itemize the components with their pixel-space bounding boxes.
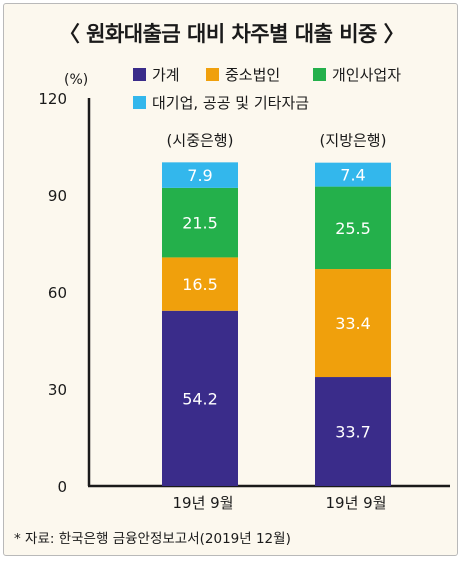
source-note: * 자료: 한국은행 금융안정보고서(2019년 12월) bbox=[14, 531, 291, 547]
bars bbox=[162, 162, 391, 486]
chart-title: 〈 원화대출금 대비 차주별 대출 비중 〉 bbox=[58, 22, 405, 46]
bar-segment bbox=[315, 269, 391, 378]
x-tick-label: 19년 9월 bbox=[173, 494, 234, 512]
legend-swatch-large-corp bbox=[133, 96, 146, 109]
legend-label-self-employed: 개인사업자 bbox=[332, 66, 402, 84]
bar-segment bbox=[162, 257, 238, 311]
y-tick-label: 120 bbox=[38, 90, 67, 108]
legend-label-large-corp: 대기업, 공공 및 기타자금 bbox=[152, 94, 310, 112]
y-tick-label: 90 bbox=[48, 187, 67, 205]
data-label: 16.5 bbox=[182, 275, 218, 294]
data-label: 25.5 bbox=[335, 219, 371, 238]
legend-item-self-employed: 개인사업자 bbox=[313, 64, 401, 85]
legend-label-sme: 중소법인 bbox=[225, 66, 281, 84]
data-label: 54.2 bbox=[182, 389, 218, 408]
legend-swatch-sme bbox=[206, 68, 219, 81]
x-tick-label: 19년 9월 bbox=[326, 494, 387, 512]
y-tick-label: 0 bbox=[57, 478, 67, 496]
legend-item-sme: 중소법인 bbox=[206, 64, 280, 85]
legend-swatch-household bbox=[133, 68, 146, 81]
bar-segment bbox=[315, 162, 391, 187]
legend-swatch-self-employed bbox=[313, 68, 326, 81]
axes: 0 30 60 90 120 bbox=[38, 90, 450, 496]
bar-segment bbox=[162, 187, 238, 258]
legend-item-household: 가계 bbox=[133, 64, 180, 85]
y-tick-label: 30 bbox=[48, 381, 67, 399]
data-label: 21.5 bbox=[182, 214, 218, 233]
labels: 54.2 16.5 21.5 7.9 (시중은행) 19년 9월 33.7 33.4 25.5 7… bbox=[167, 131, 387, 512]
data-label: 33.4 bbox=[335, 314, 371, 333]
legend-item-large-corp: 대기업, 공공 및 기타자금 bbox=[133, 92, 309, 113]
group-label: (시중은행) bbox=[167, 131, 234, 149]
bar-segment bbox=[315, 186, 391, 270]
bar-segment bbox=[162, 310, 238, 486]
y-unit-label: (%) bbox=[64, 72, 88, 88]
legend-label-household: 가계 bbox=[152, 66, 180, 84]
data-label: 7.9 bbox=[187, 166, 212, 185]
bar-segment bbox=[162, 162, 238, 188]
y-tick-label: 60 bbox=[48, 284, 67, 302]
data-label: 33.7 bbox=[335, 423, 371, 442]
group-label: (지방은행) bbox=[320, 132, 387, 150]
data-label: 7.4 bbox=[340, 166, 365, 185]
bar-segment bbox=[315, 377, 391, 486]
